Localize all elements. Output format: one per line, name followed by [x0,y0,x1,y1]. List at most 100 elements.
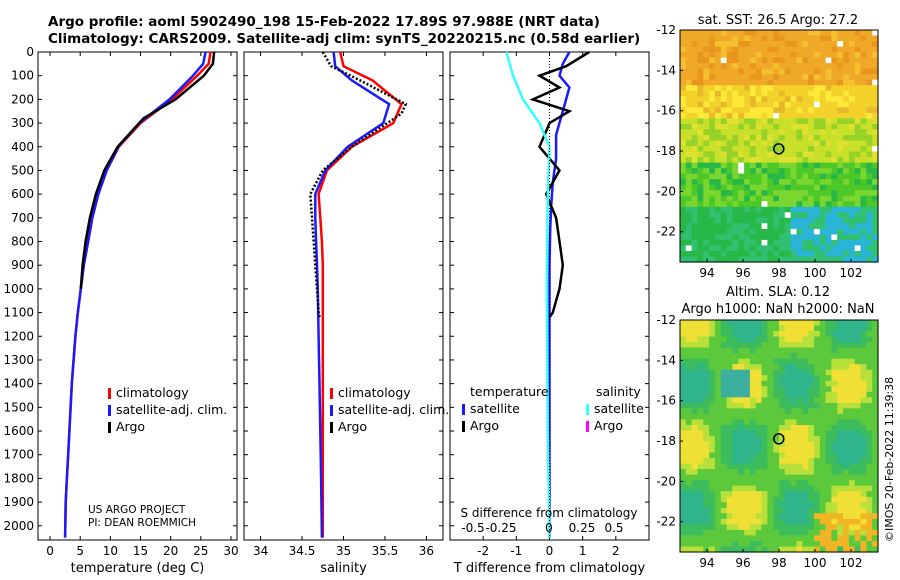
map-cell [802,35,809,42]
map-cell [680,518,687,525]
map-cell [848,68,856,75]
map-cell [802,206,809,213]
map-cell [726,129,733,136]
map-cell [714,168,722,175]
map-cell [767,129,774,136]
map-cell [831,458,838,465]
map-cell [866,157,873,164]
map-cell [854,474,862,481]
map-cell [866,447,873,454]
map-cell [697,140,704,147]
map-cell [808,201,815,208]
map-cell [720,162,728,169]
map-cell [808,195,815,202]
map-cell [709,173,716,180]
map-cell [726,336,733,343]
map-cell [726,245,733,252]
map-cell [860,413,867,420]
map-cell [767,480,774,487]
map-cell [802,469,809,476]
map-cell [831,234,838,241]
map-cell [761,419,768,426]
map-cell [831,529,838,536]
map-cell [813,358,821,365]
map-cell [808,245,815,252]
map-cell [813,123,821,130]
map-cell [680,184,687,191]
map-cell [697,101,704,108]
map-cell [773,386,780,393]
map-cell [796,496,803,503]
map-cell [825,358,832,365]
map-cell [773,347,780,354]
map-cell [697,546,704,553]
map-cell [808,157,815,164]
map-cell [790,513,797,520]
map-cell [813,369,821,376]
map-cell [761,123,768,130]
map-cell [825,63,832,70]
map-cell [732,452,739,459]
map-cell [848,491,856,498]
map-cell [825,496,832,503]
map-cell [825,85,832,92]
map-cell [860,441,867,448]
map-cell [732,358,739,365]
map-cell [813,41,821,48]
map-cell [691,201,698,208]
map-cell [749,79,757,86]
map-cell [761,217,768,224]
map-cell [685,251,693,258]
map-cell [755,535,763,542]
map-cell [714,347,722,354]
x-tick-label: 5 [76,544,84,558]
map-cell [744,541,751,548]
map-cell [843,123,850,130]
map-cell [720,507,728,514]
map-cell [697,496,704,503]
map-cell [854,364,862,371]
map-cell [767,452,774,459]
map-cell [796,546,803,553]
map-cell [703,369,710,376]
map-cell [825,320,832,327]
map-cell [831,57,838,64]
map-cell [761,201,768,208]
map-cell [808,474,815,481]
map-cell [726,419,733,426]
map-cell [825,190,832,197]
map-cell [732,251,739,258]
map-cell [796,135,803,142]
map-cell [749,375,757,382]
map-cell [738,212,745,219]
map-cell [802,41,809,48]
map-cell [802,402,809,409]
map-cell [784,90,792,97]
map-cell [872,342,879,349]
map-cell [720,140,728,147]
map-cell [703,474,710,481]
legend-label: satellite-adj. clim. [116,402,227,417]
map-cell [779,463,786,470]
map-cell [703,41,710,48]
map-cell [680,85,687,92]
map-cell [837,320,844,327]
map-cell [773,201,780,208]
map-cell [779,162,786,169]
map-cell [744,239,751,246]
map-cell [773,391,780,398]
map-cell [749,256,757,263]
map-cell [872,336,879,343]
map-cell [691,342,698,349]
map-cell [726,402,733,409]
map-cell [854,123,862,130]
map-cell [685,57,693,64]
map-cell [819,513,827,520]
map-cell [761,190,768,197]
map-cell [854,320,862,327]
map-cell [773,380,780,387]
map-cell [796,364,803,371]
map-cell [755,397,763,404]
y-tick-label: 600 [11,187,34,201]
map-cell [819,391,827,398]
